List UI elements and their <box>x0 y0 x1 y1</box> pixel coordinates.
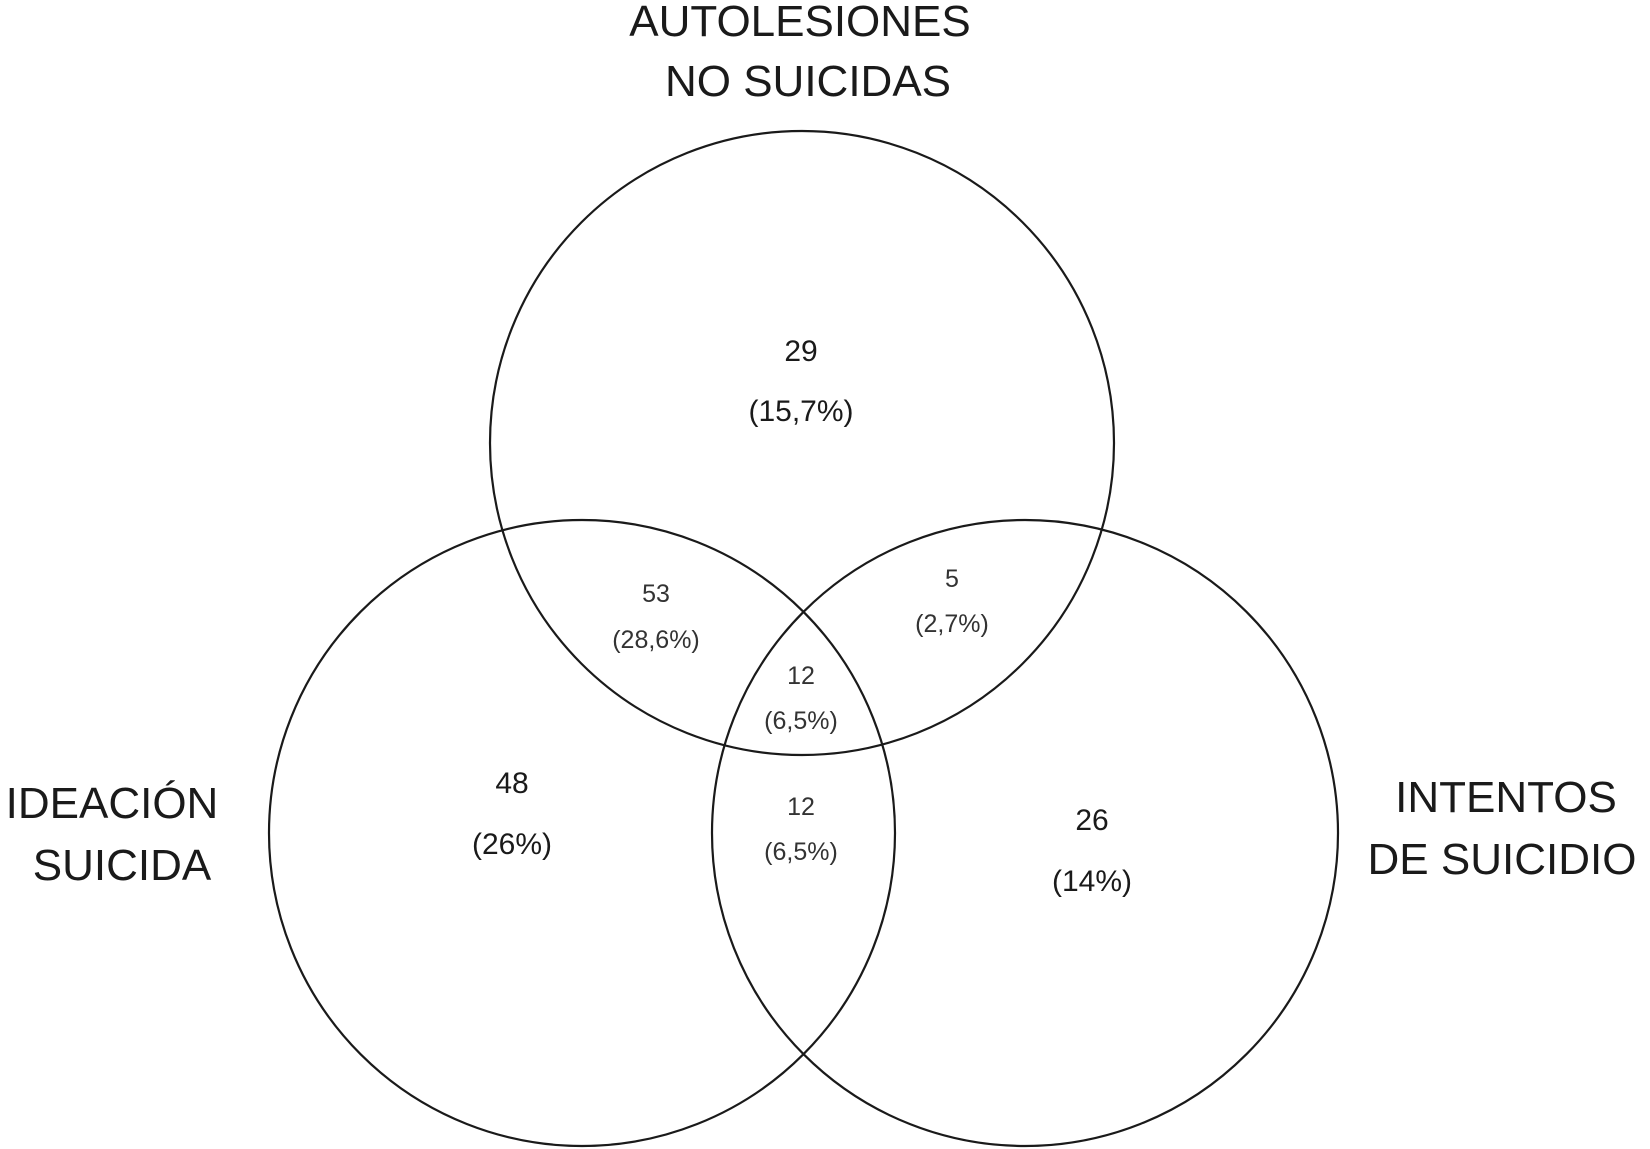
label-ideacion-line1: IDEACIÓN <box>6 779 219 828</box>
label-intentos: INTENTOS DE SUICIDIO <box>1368 773 1637 884</box>
region-count: 5 <box>945 565 959 593</box>
region-ideacion-intentos: 12 (6,5%) <box>764 793 838 866</box>
region-percent: (15,7%) <box>748 395 853 428</box>
label-autolesiones: AUTOLESIONES NO SUICIDAS <box>629 0 971 106</box>
label-autolesiones-line1: AUTOLESIONES <box>629 0 971 46</box>
region-percent: (6,5%) <box>764 838 838 866</box>
circle-ideacion <box>267 518 897 1148</box>
region-autolesiones-only: 29 (15,7%) <box>748 335 853 428</box>
circle-autolesiones <box>488 129 1116 757</box>
region-percent: (2,7%) <box>915 610 989 638</box>
region-count: 26 <box>1075 804 1108 837</box>
region-percent: (6,5%) <box>764 707 838 735</box>
region-percent: (14%) <box>1052 865 1132 898</box>
region-count: 29 <box>784 335 817 368</box>
label-autolesiones-line2: NO SUICIDAS <box>665 57 951 106</box>
region-intentos-only: 26 (14%) <box>1052 804 1132 898</box>
region-count: 12 <box>787 793 815 821</box>
label-ideacion-line2: SUICIDA <box>33 841 212 890</box>
region-count: 53 <box>642 580 670 608</box>
region-autolesiones-ideacion: 53 (28,6%) <box>612 580 700 654</box>
region-count: 12 <box>787 662 815 690</box>
region-percent: (28,6%) <box>612 626 700 654</box>
label-intentos-line1: INTENTOS <box>1395 773 1617 822</box>
label-intentos-line2: DE SUICIDIO <box>1368 835 1637 884</box>
region-percent: (26%) <box>472 828 552 861</box>
label-ideacion: IDEACIÓN SUICIDA <box>6 779 219 890</box>
circle-intentos <box>710 518 1340 1148</box>
region-ideacion-only: 48 (26%) <box>472 767 552 861</box>
region-autolesiones-intentos: 5 (2,7%) <box>915 565 989 638</box>
region-all-three: 12 (6,5%) <box>764 662 838 735</box>
region-count: 48 <box>495 767 528 800</box>
